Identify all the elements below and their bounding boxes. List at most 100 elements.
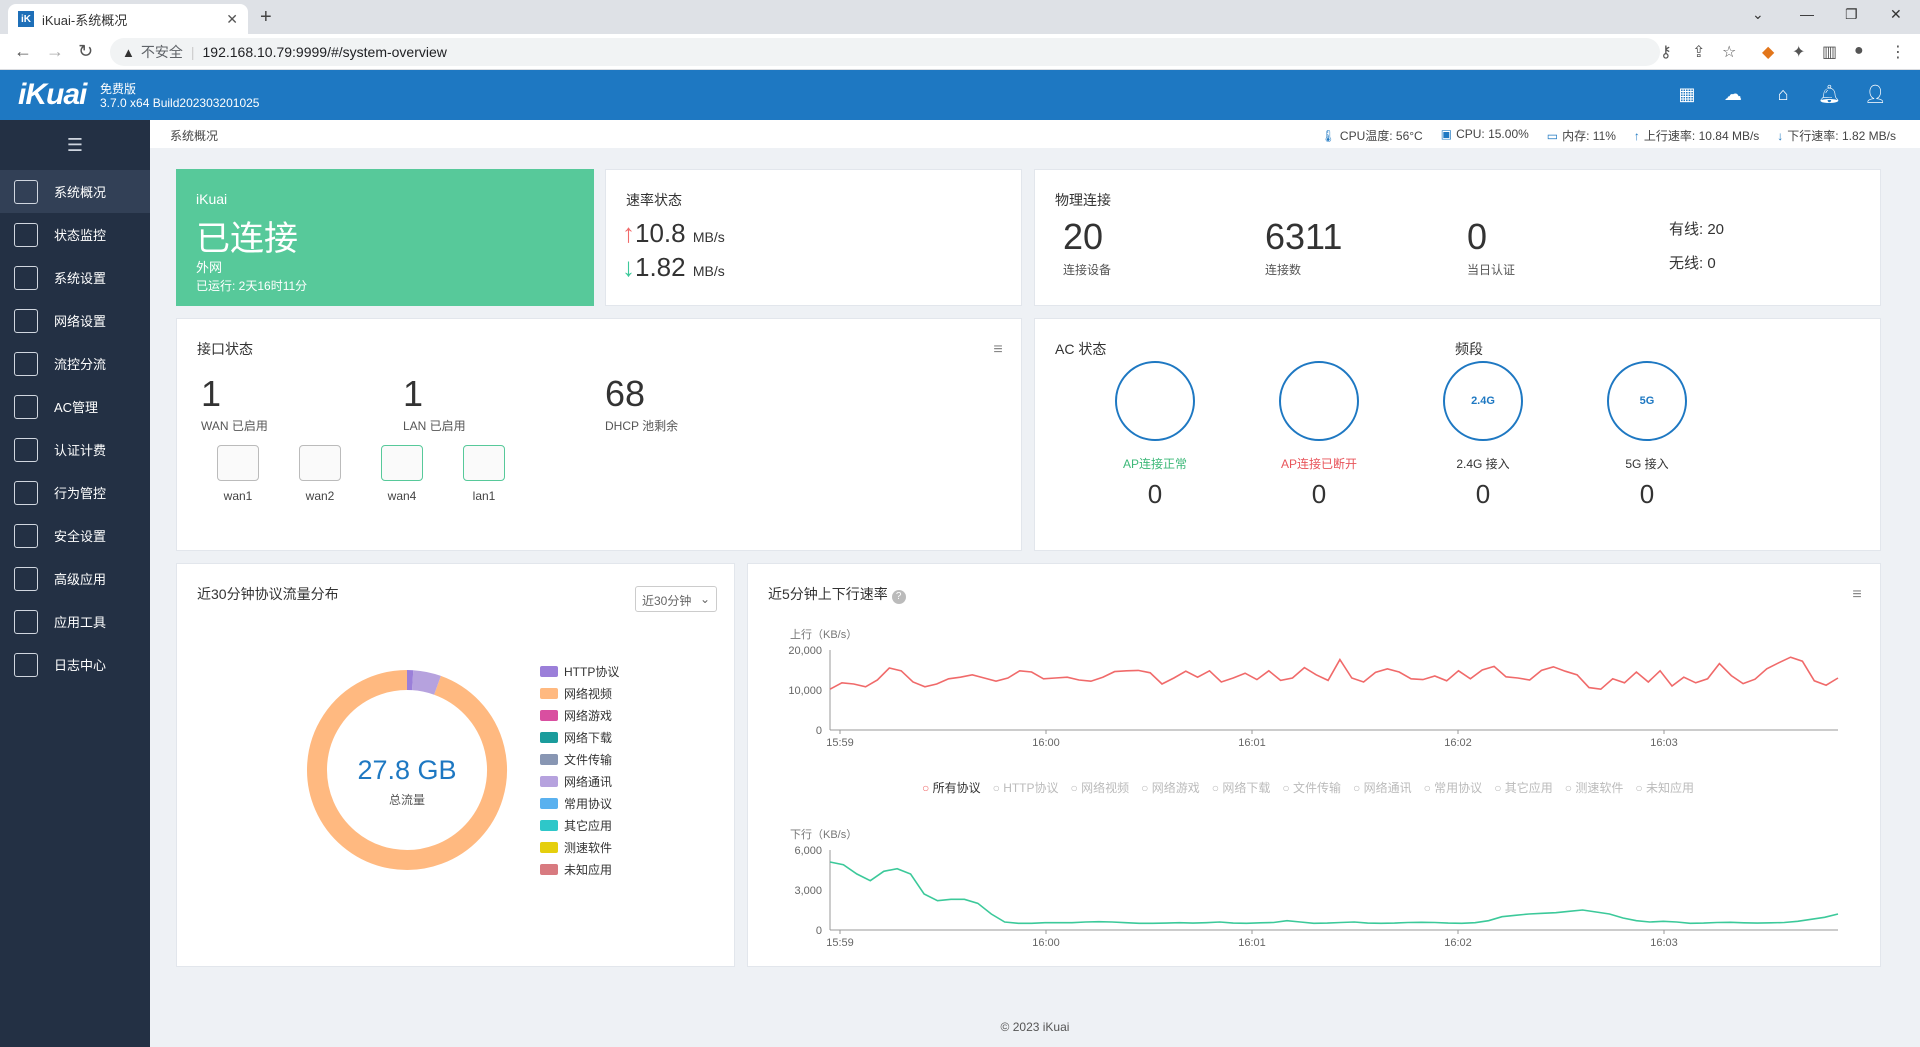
home-icon[interactable]: ⌂ [1777,84,1789,104]
sidebar-item-7[interactable]: 行为管控 [0,471,150,514]
settings-icon [14,265,38,290]
protocol-filter[interactable]: ○ 所有协议 [922,781,981,795]
port-label: wan2 [305,489,335,503]
protocol-filter[interactable]: ○ 测速软件 [1565,781,1624,795]
legend-item[interactable]: 测速软件 [540,836,619,858]
legend-item[interactable]: 常用协议 [540,792,619,814]
protocol-filter[interactable]: ○ 未知应用 [1635,781,1694,795]
legend-item[interactable]: 网络视频 [540,682,619,704]
memory-value: 内存: 11% [1562,129,1616,143]
apps-grid-icon[interactable]: ▦ [1678,84,1696,104]
sidebar-item-4[interactable]: 流控分流 [0,342,150,385]
address-bar[interactable]: ▲ 不安全 | 192.168.10.79:9999/#/system-over… [110,38,1660,66]
sidebar-item-11[interactable]: 日志中心 [0,643,150,686]
ac-item-label: 2.4G 接入 [1456,457,1510,471]
y-tick-label: 10,000 [788,685,822,697]
legend-label: 常用协议 [564,796,613,811]
protocol-filter[interactable]: ○ 网络下载 [1212,781,1271,795]
legend-item[interactable]: 网络下载 [540,726,619,748]
ap-online-icon[interactable] [1115,361,1195,441]
time-range-select[interactable]: 近30分钟 ⌄ [635,586,717,612]
protocol-filter[interactable]: ○ 文件传输 [1282,781,1341,795]
share-icon[interactable]: ⇪ [1692,44,1706,61]
interface-status-card: 接口状态 ≡ 1 WAN 已启用 1 LAN 已启用 68 DHCP 池剩余 w… [176,318,1022,551]
legend-item[interactable]: 网络游戏 [540,704,619,726]
donut-total-label: 总流量 [389,793,425,807]
sidebar-item-3[interactable]: 网络设置 [0,299,150,342]
sidebar-item-9[interactable]: 高级应用 [0,557,150,600]
protocol-filter[interactable]: ○ 其它应用 [1494,781,1553,795]
ap-offline-icon[interactable] [1279,361,1359,441]
more-menu-icon[interactable]: ⋮ [1890,44,1906,61]
url-text[interactable]: 192.168.10.79:9999/#/system-overview [202,44,447,60]
upload-arrow-icon: ↑ [1633,129,1640,143]
side-panel-icon[interactable]: ▥ [1822,44,1838,61]
sidebar-item-6[interactable]: 认证计费 [0,428,150,471]
reload-icon[interactable]: ↻ [78,41,94,61]
protocol-filter[interactable]: ○ 网络视频 [1071,781,1130,795]
sidebar-item-10[interactable]: 应用工具 [0,600,150,643]
sidebar-item-1[interactable]: 状态监控 [0,213,150,256]
close-window-icon[interactable]: ✕ [1890,6,1902,22]
wifi-24g-icon[interactable]: 2.4G [1443,361,1523,441]
menu-collapse-icon[interactable]: ☰ [66,134,84,155]
protocol-filter[interactable]: ○ 网络游戏 [1141,781,1200,795]
key-icon[interactable]: ⚷ [1660,44,1672,61]
extensions-icon[interactable]: ✦ [1792,44,1806,61]
restore-icon[interactable]: ❐ [1845,6,1858,22]
tab-search-icon[interactable]: ⌄ [1752,6,1764,22]
browser-tab[interactable]: iK iKuai-系统概况 ✕ [8,4,248,34]
wan-label: WAN 已启用 [201,419,268,433]
close-tab-icon[interactable]: ✕ [226,10,238,27]
legend-item[interactable]: 未知应用 [540,858,619,880]
protocol-filter[interactable]: ○ 网络通讯 [1353,781,1412,795]
protocol-filter[interactable]: ○ 常用协议 [1424,781,1483,795]
sidebar-item-2[interactable]: 系统设置 [0,256,150,299]
donut-slice[interactable] [307,670,507,870]
rate-menu-icon[interactable]: ≡ [1852,586,1862,603]
legend-item[interactable]: HTTP协议 [540,660,619,682]
back-icon[interactable]: ← [14,41,32,61]
metamask-icon[interactable]: ◆ [1762,44,1775,61]
cloud-icon[interactable]: ☁ [1724,84,1742,104]
ethernet-port-icon[interactable] [381,445,423,481]
ethernet-port-icon[interactable] [463,445,505,481]
minimize-icon[interactable]: — [1800,6,1814,22]
chevron-down-icon: ⌄ [699,592,710,606]
ethernet-port-icon[interactable] [217,445,259,481]
download-speed-unit: MB/s [692,263,725,279]
sidebar-item-label: 安全设置 [54,529,107,544]
legend-item[interactable]: 文件传输 [540,748,619,770]
legend-label: HTTP协议 [564,664,620,679]
bookmark-star-icon[interactable]: ☆ [1722,44,1737,61]
donut-slice[interactable] [411,670,441,695]
upload-speed-value: 10.8 [635,218,686,248]
protocol-filter[interactable]: ○ HTTP协议 [993,781,1059,795]
ac-item-value: 0 [1147,479,1163,509]
connection-brand: iKuai [196,191,228,207]
profile-icon[interactable]: ● [1854,42,1864,59]
wired-count: 有线: 20 [1669,221,1725,238]
ikuai-logo[interactable]: iKuai [18,78,87,111]
legend-label: 网络游戏 [564,708,613,723]
y-axis-label: 下行（KB/s） [790,828,857,841]
legend-item[interactable]: 其它应用 [540,814,619,836]
ethernet-port-icon[interactable] [299,445,341,481]
sidebar-item-0[interactable]: 系统概况 [0,170,150,213]
sidebar-item-5[interactable]: AC管理 [0,385,150,428]
forward-icon[interactable]: → [46,41,64,61]
protocol-donut-chart: 27.8 GB 总流量 [307,670,507,870]
log-icon [14,652,38,677]
bell-icon[interactable]: 🔔︎ [1818,84,1841,104]
help-icon[interactable]: ? [891,590,906,604]
legend-item[interactable]: 网络通讯 [540,770,619,792]
devices-count: 20 [1063,216,1104,257]
new-tab-button[interactable]: + [260,6,272,28]
sidebar-item-8[interactable]: 安全设置 [0,514,150,557]
wireless-count: 无线: 0 [1669,255,1716,272]
separator: | [190,44,195,60]
interface-menu-icon[interactable]: ≡ [993,341,1003,358]
lan-count: 1 [403,373,424,414]
wifi-5g-icon[interactable]: 5G [1607,361,1687,441]
user-icon[interactable]: 👤︎ [1864,84,1887,104]
